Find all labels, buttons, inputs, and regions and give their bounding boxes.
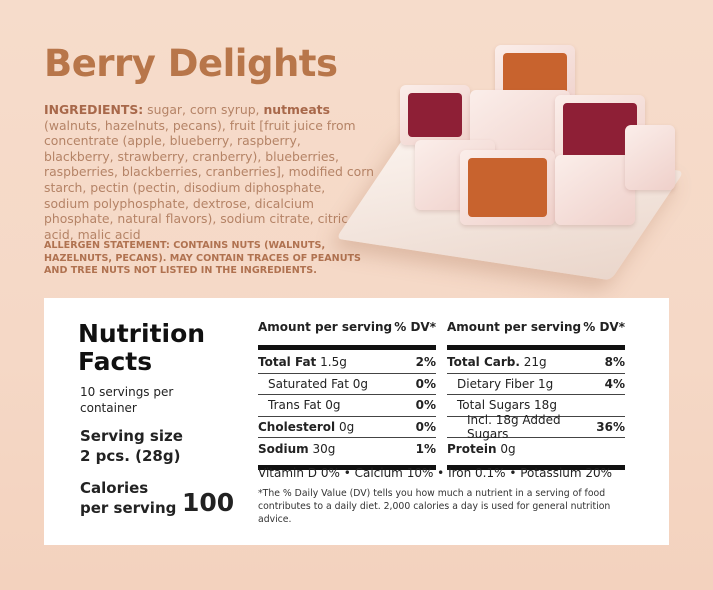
product-photo xyxy=(320,20,713,290)
nutrient-row: Total Sugars 18g xyxy=(447,395,625,417)
nutrient-label: Protein xyxy=(447,441,497,456)
nutrient-row: Sodium 30g 1% xyxy=(258,438,436,460)
thick-divider xyxy=(258,464,436,470)
nutrition-title: Nutrition Facts xyxy=(78,320,205,376)
nutrient-label: Dietary Fiber xyxy=(457,376,535,391)
nutrient-amount: 0g xyxy=(500,441,516,456)
nutrient-name: Dietary Fiber 1g xyxy=(447,377,553,391)
nutrient-label: Cholesterol xyxy=(258,419,336,434)
ingredients-part: sugar, corn syrup, xyxy=(143,102,264,117)
servings-per-container: 10 servings per container xyxy=(80,385,174,415)
nutrient-name: Total Carb. 21g xyxy=(447,355,547,369)
dv-header: % DV* xyxy=(394,320,436,334)
nutrient-amount: 0g xyxy=(325,398,341,413)
nutrient-name: Protein 0g xyxy=(447,442,516,456)
nutrient-label: Total Carb. xyxy=(447,355,520,370)
calories-line: Calories xyxy=(80,479,149,497)
nutrient-amount: 21g xyxy=(523,355,547,370)
nutrient-amount: 0g xyxy=(352,376,369,391)
nutrient-label: Sodium xyxy=(258,441,309,456)
nutrient-dv: 2% xyxy=(415,355,436,370)
nutrient-label: Total Sugars xyxy=(457,398,531,413)
ingredients-text: INGREDIENTS: sugar, corn syrup, nutmeats… xyxy=(44,102,374,242)
nutrient-dv: 8% xyxy=(604,355,625,370)
nutrition-facts-panel: Nutrition Facts 10 servings per container… xyxy=(44,298,669,545)
nutrient-amount: 1.5g xyxy=(320,355,347,370)
nutrient-name: Incl. 18g Added Sugars xyxy=(447,413,596,441)
nutrient-label: Total Fat xyxy=(258,355,317,370)
nutrient-amount: 0g xyxy=(338,419,355,434)
nutrient-row: Saturated Fat 0g 0% xyxy=(258,374,436,395)
vitamins-minerals: Vitamin D 0% • Calcium 10% • Iron 0.1% •… xyxy=(258,466,613,480)
nutrient-dv: 1% xyxy=(415,441,436,456)
calories-line: per serving xyxy=(80,499,177,517)
nutrient-name: Total Sugars 18g xyxy=(447,398,557,412)
nutrient-row: Cholesterol 0g 0% xyxy=(258,417,436,438)
nutrient-amount: 1g xyxy=(538,376,554,391)
daily-value-footnote: *The % Daily Value (DV) tells you how mu… xyxy=(258,488,611,525)
amount-header: Amount per serving xyxy=(447,320,582,334)
calories-value: 100 xyxy=(182,488,235,517)
nutrient-label: Incl. 18g Added Sugars xyxy=(467,412,561,441)
product-title: Berry Delights xyxy=(44,42,338,85)
title-line: Facts xyxy=(78,347,153,376)
thick-divider xyxy=(447,345,625,350)
nutrient-name: Cholesterol 0g xyxy=(258,420,354,434)
ingredients-bold: nutmeats xyxy=(263,102,330,117)
candy-piece xyxy=(625,125,675,190)
nutrient-row: Dietary Fiber 1g 4% xyxy=(447,374,625,395)
nutrient-dv: 4% xyxy=(604,376,625,391)
nutrient-label: Saturated Fat xyxy=(268,376,349,391)
nutrient-column-left: Amount per serving% DV* Total Fat 1.5g 2%… xyxy=(258,320,436,472)
serving-size: Serving size 2 pcs. (28g) xyxy=(80,426,183,466)
nutrient-amount: 18g xyxy=(534,398,557,413)
nutrient-dv: 36% xyxy=(596,419,625,434)
nutrient-dv: 0% xyxy=(415,398,436,413)
title-line: Nutrition xyxy=(78,319,206,348)
candy-piece xyxy=(555,155,635,225)
candy-piece xyxy=(460,150,555,225)
nutrient-label: Trans Fat xyxy=(268,398,322,413)
ingredients-part: (walnuts, hazelnuts, pecans), fruit [fru… xyxy=(44,117,374,242)
calories-label: Calories per serving xyxy=(80,478,176,518)
nutrient-row: Total Carb. 21g 8% xyxy=(447,352,625,374)
nutrient-row: Trans Fat 0g 0% xyxy=(258,395,436,417)
nutrient-name: Trans Fat 0g xyxy=(258,398,340,412)
nutrient-column-right: Amount per serving% DV* Total Carb. 21g 8… xyxy=(447,320,625,472)
column-header: Amount per serving% DV* xyxy=(258,320,436,340)
thick-divider xyxy=(447,464,625,470)
nutrient-dv: 0% xyxy=(415,419,436,434)
amount-header: Amount per serving xyxy=(258,320,393,334)
nutrient-row: Incl. 18g Added Sugars 36% xyxy=(447,413,625,441)
serving-size-value: 2 pcs. (28g) xyxy=(80,447,181,465)
nutrient-name: Sodium 30g xyxy=(258,442,335,456)
candy-piece xyxy=(400,85,470,145)
serving-size-label: Serving size xyxy=(80,427,183,445)
thick-divider xyxy=(258,345,436,350)
ingredients-label: INGREDIENTS: xyxy=(44,102,144,117)
nutrient-name: Saturated Fat 0g xyxy=(258,377,368,391)
dv-header: % DV* xyxy=(583,320,625,334)
nutrient-name: Total Fat 1.5g xyxy=(258,355,347,369)
nutrient-row: Total Fat 1.5g 2% xyxy=(258,352,436,374)
allergen-statement: ALLERGEN STATEMENT: CONTAINS NUTS (WALNU… xyxy=(44,240,361,276)
nutrient-row: Protein 0g xyxy=(447,438,625,460)
column-header: Amount per serving% DV* xyxy=(447,320,625,340)
nutrient-dv: 0% xyxy=(415,376,436,391)
nutrient-amount: 30g xyxy=(312,441,336,456)
